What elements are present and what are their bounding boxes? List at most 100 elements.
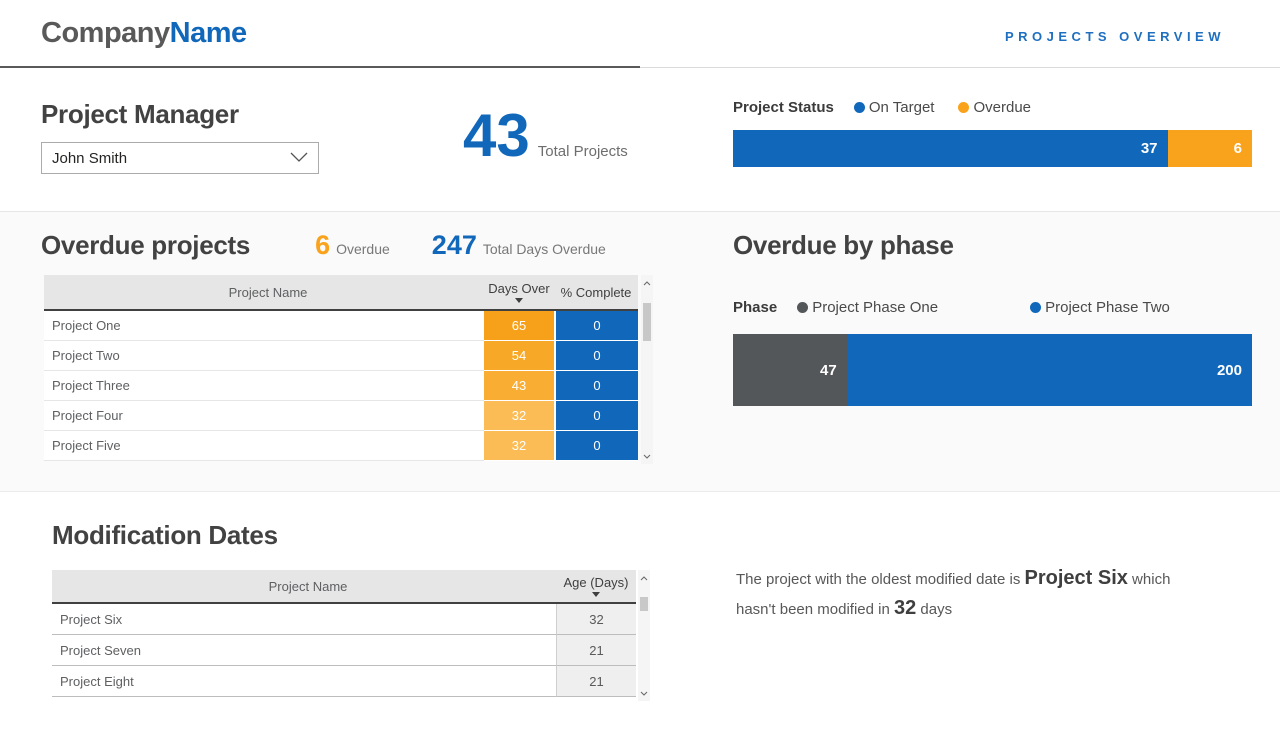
- status-legend: Project Status On Target Overdue: [733, 99, 1252, 116]
- company-logo: CompanyName: [41, 17, 247, 50]
- column-header-pct-complete[interactable]: % Complete: [560, 284, 632, 300]
- age-days-cell: 21: [556, 666, 636, 697]
- brand-accent: Name: [169, 17, 248, 49]
- bar-segment-phase-one[interactable]: 47: [733, 334, 847, 406]
- overdue-count-kpi: 6 Overdue: [315, 230, 390, 261]
- segment-value: 47: [820, 361, 837, 379]
- phase-legend: Phase Project Phase One Project Phase Tw…: [733, 299, 1252, 316]
- header-divider-light: [640, 67, 1280, 68]
- phase-legend-title: Phase: [733, 299, 778, 316]
- table-row[interactable]: Project One 65 0: [44, 311, 638, 341]
- phase-stacked-bar: 47 200: [733, 334, 1252, 406]
- days-over-cell: 65: [484, 311, 554, 341]
- days-over-cell: 43: [484, 371, 554, 401]
- table-row[interactable]: Project Four 32 0: [44, 401, 638, 431]
- middle-band: Overdue projects 6 Overdue 247 Total Day…: [0, 211, 1280, 492]
- page-title: PROJECTS OVERVIEW: [1004, 29, 1225, 44]
- scrollbar-thumb[interactable]: [640, 597, 648, 611]
- column-header-days-over[interactable]: Days Over: [484, 275, 554, 309]
- overdue-projects-table: Project Name Days Over % Complete Projec…: [44, 275, 638, 461]
- age-days-cell: 32: [556, 604, 636, 635]
- legend-item-phase-one[interactable]: Project Phase One: [797, 299, 938, 316]
- legend-label: Project Phase One: [812, 299, 939, 316]
- chevron-down-icon: [290, 149, 308, 167]
- total-days-overdue-kpi: 247 Total Days Overdue: [432, 230, 606, 261]
- oldest-project-insight: The project with the oldest modified dat…: [736, 564, 1206, 624]
- table-row[interactable]: Project Seven 21: [52, 635, 636, 666]
- chevron-up-icon[interactable]: [638, 572, 650, 584]
- column-header-age-days[interactable]: Age (Days): [556, 570, 636, 602]
- total-projects-value: 43: [463, 102, 530, 169]
- legend-item-phase-two[interactable]: Project Phase Two: [1030, 299, 1170, 316]
- days-over-cell: 54: [484, 341, 554, 371]
- legend-label: Overdue: [973, 99, 1032, 116]
- project-name-cell: Project Eight: [52, 666, 556, 697]
- chevron-down-icon[interactable]: [638, 687, 650, 699]
- pct-complete-cell: 0: [554, 371, 638, 401]
- column-header-project-name[interactable]: Project Name: [228, 284, 308, 300]
- column-header-project-name[interactable]: Project Name: [268, 578, 348, 594]
- project-name-cell: Project Six: [52, 604, 556, 635]
- app-header: CompanyName PROJECTS OVERVIEW: [0, 0, 1280, 68]
- insight-text: which hasn't been modified in: [736, 571, 1171, 618]
- project-manager-dropdown[interactable]: John Smith: [41, 142, 319, 174]
- header-divider-dark: [0, 66, 640, 68]
- project-name-cell: Project Two: [44, 341, 484, 371]
- table-row[interactable]: Project Three 43 0: [44, 371, 638, 401]
- chevron-up-icon[interactable]: [641, 277, 653, 289]
- project-name-cell: Project Five: [44, 431, 484, 461]
- legend-item-on-target[interactable]: On Target: [853, 99, 934, 116]
- total-days-overdue-label: Total Days Overdue: [482, 241, 606, 257]
- project-status-chart: Project Status On Target Overdue 37 6: [733, 99, 1252, 167]
- pct-complete-cell: 0: [554, 401, 638, 431]
- total-projects-label: Total Projects: [537, 143, 628, 160]
- segment-value: 6: [1233, 140, 1242, 157]
- segment-value: 200: [1216, 361, 1242, 379]
- table-row[interactable]: Project Five 32 0: [44, 431, 638, 461]
- scrollbar-thumb[interactable]: [643, 303, 651, 341]
- bar-segment-overdue[interactable]: 6: [1167, 130, 1252, 167]
- on-target-dot-icon: [853, 102, 865, 113]
- brand-primary: Company: [41, 17, 170, 49]
- table-row[interactable]: Project Two 54 0: [44, 341, 638, 371]
- phase-two-dot-icon: [1030, 302, 1042, 313]
- total-days-overdue-value: 247: [431, 230, 477, 260]
- pct-complete-cell: 0: [554, 341, 638, 371]
- insight-text: The project with the oldest modified dat…: [736, 571, 1025, 588]
- project-name-cell: Project Seven: [52, 635, 556, 666]
- bar-segment-phase-two[interactable]: 200: [846, 334, 1252, 406]
- days-over-cell: 32: [484, 401, 554, 431]
- overdue-by-phase-title: Overdue by phase: [733, 230, 954, 260]
- table-header: Project Name Days Over % Complete: [44, 275, 638, 311]
- days-over-cell: 32: [484, 431, 554, 461]
- project-manager-title: Project Manager: [41, 99, 239, 129]
- modification-dates-title: Modification Dates: [52, 520, 278, 550]
- modification-table-scrollbar[interactable]: [638, 570, 650, 701]
- pct-complete-cell: 0: [554, 431, 638, 461]
- project-name-cell: Project One: [44, 311, 484, 341]
- project-name-cell: Project Four: [44, 401, 484, 431]
- overdue-table-scrollbar[interactable]: [641, 275, 653, 464]
- project-name-cell: Project Three: [44, 371, 484, 401]
- legend-label: Project Phase Two: [1045, 299, 1170, 316]
- table-row[interactable]: Project Eight 21: [52, 666, 636, 697]
- chevron-down-icon[interactable]: [641, 450, 653, 462]
- pct-complete-cell: 0: [554, 311, 638, 341]
- total-projects-kpi: 43 Total Projects: [463, 104, 628, 167]
- phase-one-dot-icon: [797, 302, 809, 313]
- sort-descending-icon: [515, 298, 523, 303]
- legend-item-overdue[interactable]: Overdue: [958, 99, 1031, 116]
- overdue-count-value: 6: [315, 230, 331, 260]
- bar-segment-on-target[interactable]: 37: [733, 130, 1168, 167]
- age-days-cell: 21: [556, 635, 636, 666]
- sort-descending-icon: [592, 592, 600, 597]
- modification-dates-table: Project Name Age (Days) Project Six 32 P…: [52, 570, 636, 697]
- insight-text: days: [916, 601, 953, 618]
- overdue-projects-title: Overdue projects: [41, 230, 251, 260]
- table-row[interactable]: Project Six 32: [52, 604, 636, 635]
- overdue-projects-header: Overdue projects 6 Overdue 247 Total Day…: [41, 230, 606, 261]
- dropdown-selected-value: John Smith: [52, 149, 128, 167]
- status-legend-title: Project Status: [733, 99, 834, 116]
- insight-project-name: Project Six: [1024, 567, 1128, 589]
- overdue-count-label: Overdue: [336, 241, 390, 257]
